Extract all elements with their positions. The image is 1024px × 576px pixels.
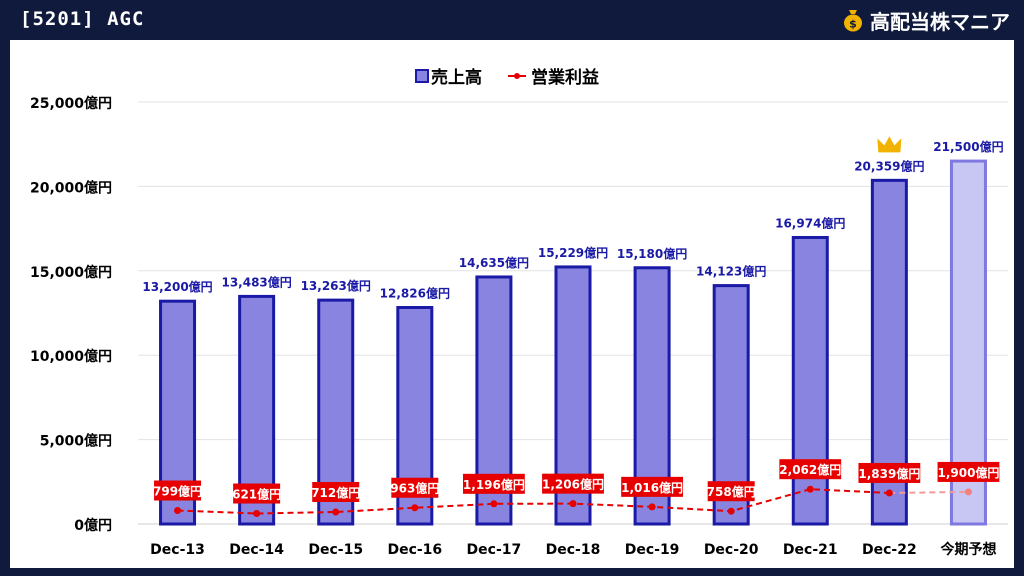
brand-logo: $ 高配当株マニア <box>842 6 1010 34</box>
chart: 0億円 5,000億円 10,000億円 15,000億円 20,000億円 25,000… <box>30 67 1008 558</box>
x-tick-label: Dec-15 <box>308 542 363 558</box>
legend-bar-label: 売上高 <box>431 67 482 88</box>
line-label-box <box>779 459 842 480</box>
bar <box>791 235 829 526</box>
crown-icon <box>877 136 902 153</box>
line-series-forecast <box>889 490 969 494</box>
line-value-label: 1,196億円 <box>463 477 525 492</box>
line-series <box>177 488 890 515</box>
line-point <box>727 507 735 515</box>
bar-value-label: 21,500億円 <box>933 139 1003 154</box>
header-bar: [5201] AGC $ 高配当株マニア <box>0 0 1024 40</box>
line-point <box>885 489 893 497</box>
bar-value-label: 12,826億円 <box>380 285 450 300</box>
x-tick-label: Dec-13 <box>150 542 205 558</box>
line-point <box>490 500 498 508</box>
line-point <box>964 488 972 496</box>
line-label-box <box>233 483 281 504</box>
x-tick-label: Dec-17 <box>467 542 522 558</box>
y-tick-label: 25,000億円 <box>30 95 112 112</box>
bar-value-label: 13,483億円 <box>221 274 291 289</box>
x-tick-label: Dec-20 <box>704 542 759 558</box>
page-title: [5201] AGC <box>20 8 145 30</box>
line-label-box <box>937 461 1000 482</box>
line-value-label: 1,839億円 <box>858 466 920 481</box>
bar-value-label: 14,635億円 <box>459 255 529 270</box>
legend-line-marker <box>514 73 520 79</box>
bar-value-label: 15,229億円 <box>538 245 608 260</box>
x-tick-label: Dec-22 <box>862 542 917 558</box>
y-tick-label: 15,000億円 <box>30 264 112 281</box>
line-point <box>332 508 340 516</box>
line-value-label: 1,900億円 <box>937 465 999 480</box>
bar-value-label: 15,180億円 <box>617 246 687 261</box>
y-tick-label: 0億円 <box>74 517 112 534</box>
line-value-label: 621億円 <box>232 487 281 502</box>
y-tick-label: 20,000億円 <box>30 179 112 196</box>
line-value-label: 758億円 <box>707 484 756 499</box>
brand-name: 高配当株マニア <box>870 9 1010 34</box>
x-tick-label: Dec-21 <box>783 542 838 558</box>
line-value-label: 2,062億円 <box>779 462 841 477</box>
x-tick-label: Dec-19 <box>625 542 680 558</box>
line-label-box <box>154 480 202 501</box>
x-tick-label: Dec-18 <box>546 542 601 558</box>
y-tick-label: 10,000億円 <box>30 348 112 365</box>
line-point <box>569 500 577 508</box>
bar-value-label: 14,123億円 <box>696 264 766 279</box>
line-label-box <box>391 477 439 498</box>
x-tick-label: 今期予想 <box>939 541 996 558</box>
line-point <box>648 503 656 511</box>
bar-value-label: 13,200億円 <box>142 279 212 294</box>
x-tick-label: Dec-14 <box>229 542 284 558</box>
line-value-label: 1,016億円 <box>621 480 683 495</box>
line-point <box>411 504 419 512</box>
line-value-label: 799億円 <box>153 484 202 499</box>
bar-value-label: 13,263億円 <box>301 278 371 293</box>
money-bag-icon: $ <box>844 10 862 32</box>
bar-value-label: 20,359億円 <box>854 158 924 173</box>
line-label-box <box>707 481 755 502</box>
line-point <box>174 507 182 515</box>
legend-line-label: 営業利益 <box>531 67 599 88</box>
line-label-box <box>463 473 525 494</box>
line-label-box <box>542 473 604 494</box>
line-label-box <box>858 462 921 483</box>
y-tick-label: 5,000億円 <box>40 433 112 450</box>
x-tick-label: Dec-16 <box>387 542 442 558</box>
line-value-label: 712億円 <box>311 485 360 500</box>
chart-panel: 0億円 5,000億円 10,000億円 15,000億円 20,000億円 25,000… <box>10 40 1014 568</box>
bar-value-label: 16,974億円 <box>775 215 845 230</box>
line-value-label: 963億円 <box>390 481 439 496</box>
line-value-label: 1,206億円 <box>542 477 604 492</box>
line-label-box <box>312 481 360 502</box>
svg-text:$: $ <box>849 18 857 31</box>
line-point <box>806 485 814 493</box>
line-point <box>253 510 261 518</box>
legend-bar-swatch <box>415 69 429 83</box>
line-label-box <box>621 476 683 497</box>
